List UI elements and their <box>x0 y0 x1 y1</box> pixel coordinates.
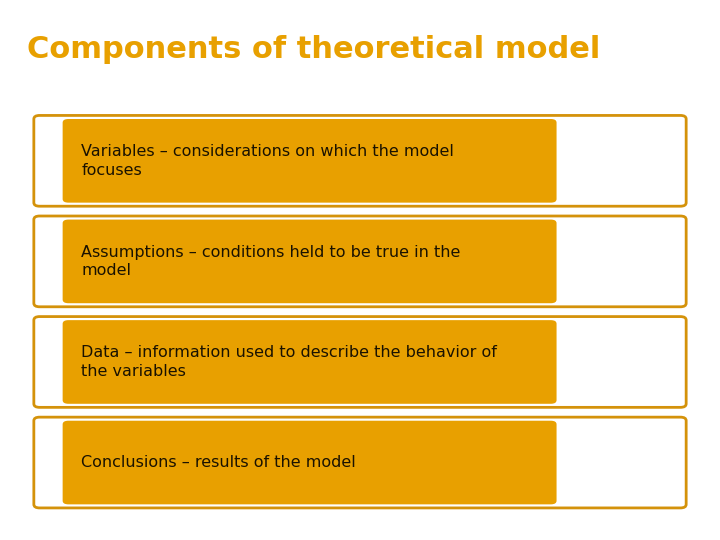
Text: Conclusions – results of the model: Conclusions – results of the model <box>81 455 356 470</box>
FancyBboxPatch shape <box>63 421 557 504</box>
Text: Variables – considerations on which the model
focuses: Variables – considerations on which the … <box>81 144 454 178</box>
FancyBboxPatch shape <box>63 320 557 404</box>
FancyBboxPatch shape <box>63 220 557 303</box>
Text: Data – information used to describe the behavior of
the variables: Data – information used to describe the … <box>81 345 498 379</box>
Text: Components of theoretical model: Components of theoretical model <box>27 35 600 64</box>
FancyBboxPatch shape <box>63 119 557 202</box>
Text: Assumptions – conditions held to be true in the
model: Assumptions – conditions held to be true… <box>81 245 461 278</box>
